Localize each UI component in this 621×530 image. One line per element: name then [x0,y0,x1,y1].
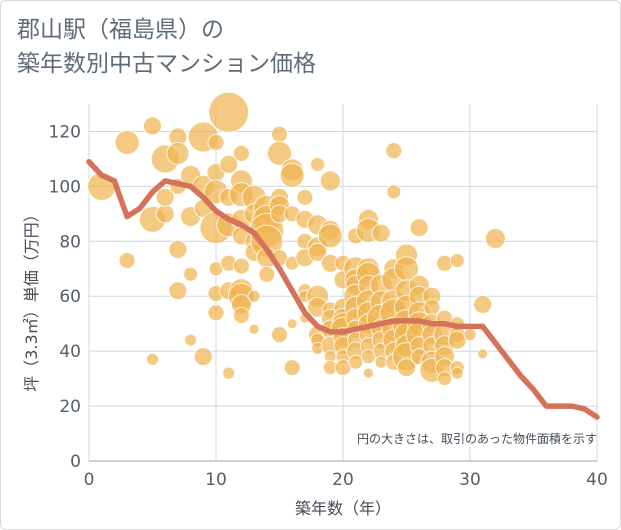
data-point [207,304,225,322]
data-point [184,333,198,347]
size-legend-note: 円の大きさは、取引のあった物件面積を示す [357,431,597,446]
axes: 0 10 20 30 40 0 20 40 60 80 100 120 [49,122,608,490]
data-point [232,306,250,324]
data-point [473,294,493,314]
y-tick-label: 40 [59,342,81,362]
data-point [423,298,441,316]
x-tick-label: 0 [84,470,95,490]
data-point [168,240,188,260]
data-point [409,218,429,238]
data-point [208,91,250,133]
data-point [484,228,506,250]
data-point [118,252,136,270]
data-point [248,323,260,335]
y-tick-label: 120 [49,122,81,142]
chart-title-line2: 築年数別中古マンション価格 [17,51,316,77]
data-point [437,371,453,387]
data-point [247,289,261,303]
data-point [371,223,391,243]
data-point [271,125,288,143]
data-point [222,366,236,380]
data-point [183,266,199,282]
data-point [449,253,465,269]
data-point [385,142,403,160]
data-point [258,265,276,283]
trend-line [86,158,600,420]
data-point [207,133,225,151]
data-point [447,330,467,350]
data-point [308,242,328,262]
data-point [114,129,140,155]
data-point [232,144,250,162]
y-tick-label: 60 [59,287,81,307]
data-point [168,281,188,301]
data-point [155,204,175,224]
x-tick-label: 40 [586,470,608,490]
data-point [143,116,162,136]
data-point [232,257,250,275]
x-axis-label: 築年数（年） [295,499,391,518]
y-tick-label: 80 [59,232,81,252]
x-tick-label: 30 [459,470,481,490]
y-axis-label: 坪（3.3㎡）単価（万円） [22,206,41,391]
y-tick-label: 100 [49,177,81,197]
y-tick-label: 0 [70,452,81,472]
data-point [193,347,213,367]
data-point [286,318,298,330]
data-point [397,358,416,378]
data-point [310,156,326,172]
data-point [219,154,239,174]
data-point [463,328,477,342]
x-tick-label: 20 [332,470,354,490]
chart-title-line1: 郡山駅（福島県）の [17,17,224,43]
y-tick-label: 20 [59,397,81,417]
data-point [362,367,374,379]
data-point [283,359,301,377]
data-point [155,187,175,207]
data-point [296,188,314,206]
data-point [477,348,489,360]
data-point [279,162,305,188]
data-point [317,223,343,249]
data-point [146,352,159,366]
data-point [319,170,341,192]
data-point [348,354,364,370]
data-point [267,140,292,166]
bubbles-layer [87,91,506,387]
chart-title: 郡山駅（福島県）の 築年数別中古マンション価格 [17,13,316,81]
data-point [166,141,190,165]
data-point [386,184,402,200]
data-point [271,326,288,344]
data-point [450,366,464,380]
x-tick-label: 10 [205,470,227,490]
data-point [436,254,454,272]
